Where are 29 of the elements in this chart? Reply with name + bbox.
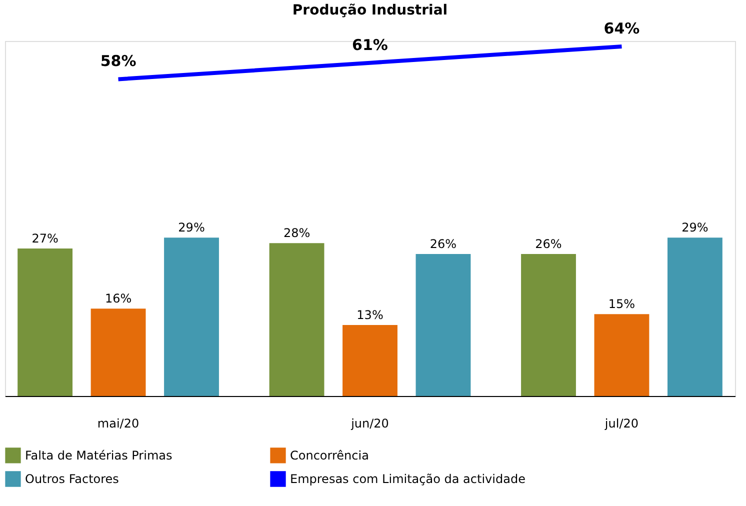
bar bbox=[594, 314, 650, 396]
data-label: 16% bbox=[104, 292, 132, 306]
bar bbox=[18, 248, 73, 396]
legend-label: Concorrência bbox=[290, 448, 369, 462]
bar bbox=[342, 325, 398, 396]
data-label: 26% bbox=[535, 237, 562, 251]
bar bbox=[667, 238, 722, 396]
data-label: 61% bbox=[352, 36, 388, 54]
x-tick-label: mai/20 bbox=[97, 416, 140, 430]
bar bbox=[416, 254, 471, 396]
chart-title: Produção Industrial bbox=[292, 2, 448, 18]
legend-label: Empresas com Limitação da actividade bbox=[290, 472, 526, 486]
data-label: 15% bbox=[608, 297, 636, 312]
data-label: 64% bbox=[604, 19, 640, 38]
data-label: 28% bbox=[283, 226, 310, 240]
data-label: 29% bbox=[682, 220, 708, 235]
bar bbox=[521, 254, 576, 396]
x-tick-label: jul/20 bbox=[604, 416, 639, 430]
legend-label: Falta de Matérias Primas bbox=[25, 448, 172, 462]
bar bbox=[90, 308, 146, 396]
data-label: 26% bbox=[430, 237, 457, 251]
data-label: 13% bbox=[356, 308, 384, 322]
data-label: 27% bbox=[32, 232, 58, 246]
data-label: 29% bbox=[178, 220, 205, 235]
data-label: 58% bbox=[100, 52, 136, 70]
legend-label: Outros Factores bbox=[25, 472, 119, 486]
x-tick-label: jun/20 bbox=[350, 416, 389, 430]
bar bbox=[269, 243, 324, 396]
bar bbox=[164, 238, 219, 396]
